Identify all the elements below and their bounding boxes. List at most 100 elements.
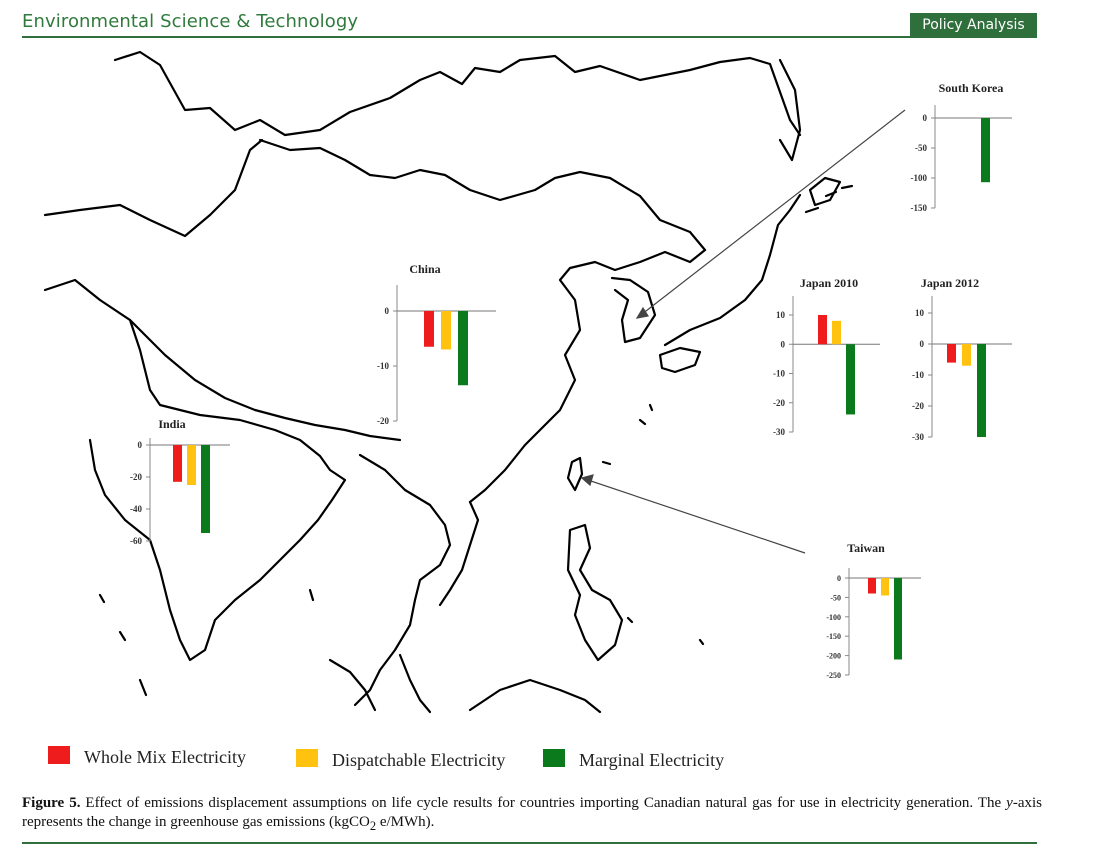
bar-india-dispatchable — [187, 445, 196, 485]
legend-label-dispatchable: Dispatchable Electricity — [332, 750, 505, 770]
map-korea — [610, 276, 657, 344]
map-japan-honshu — [663, 193, 802, 347]
tick-label-taiwan-4: -200 — [826, 652, 841, 661]
bar-japan-2012-whole — [947, 344, 956, 363]
figure-caption: Figure 5. Effect of emissions displaceme… — [22, 794, 1042, 836]
map-coastline-north — [113, 50, 802, 137]
arrow-south-korea — [636, 109, 906, 319]
map-vietnam — [438, 500, 480, 607]
asia-map — [43, 50, 854, 714]
tick-label-taiwan-2: -100 — [826, 613, 841, 622]
tick-label-japan-2012-2: -10 — [912, 370, 924, 380]
chart-japan-2010: Japan 2010 10 0 -10 -20 -30 — [773, 276, 880, 437]
caption-subscript: 2 — [369, 819, 377, 833]
legend-swatch-marginal — [543, 749, 565, 767]
map-philippines — [566, 523, 624, 662]
tick-label-india-1: -20 — [130, 472, 142, 482]
chart-title-china: China — [409, 262, 440, 276]
bar-japan-2012-marginal — [977, 344, 986, 437]
legend-swatch-dispatchable — [296, 749, 318, 767]
caption-text-3: e/MWh). — [376, 814, 435, 830]
chart-title-south-korea: South Korea — [939, 81, 1004, 95]
chart-title-japan-2012: Japan 2012 — [921, 276, 979, 290]
chart-title-japan-2010: Japan 2010 — [800, 276, 858, 290]
header-rule — [22, 36, 1037, 38]
tick-label-japan-2010-2: -10 — [773, 369, 785, 379]
tick-label-japan-2010-1: 0 — [781, 339, 786, 349]
bar-south-korea-marginal — [981, 118, 990, 183]
chart-title-taiwan: Taiwan — [847, 541, 885, 555]
bar-china-dispatchable — [441, 311, 451, 350]
arrowhead-taiwan — [580, 474, 594, 487]
tick-label-taiwan-3: -150 — [826, 632, 841, 641]
arrow-taiwan — [581, 477, 806, 554]
tick-label-south-korea-2: -100 — [911, 173, 928, 183]
bar-japan-2012-dispatchable — [962, 344, 971, 366]
tick-label-japan-2012-0: 10 — [915, 308, 925, 318]
tick-label-india-0: 0 — [138, 440, 143, 450]
tick-label-japan-2010-3: -20 — [773, 398, 785, 408]
map-border-himalaya — [128, 318, 402, 442]
legend-label-whole-mix: Whole Mix Electricity — [84, 747, 246, 767]
map-sumatra — [328, 658, 377, 712]
section-badge: Policy Analysis — [910, 13, 1037, 37]
bar-india-marginal — [201, 445, 210, 533]
map-india — [43, 278, 347, 662]
bar-china-marginal — [458, 311, 468, 386]
map-coast-china — [468, 248, 707, 504]
arrowhead-south-korea — [635, 306, 649, 319]
tick-label-japan-2010-0: 10 — [776, 310, 786, 320]
tick-label-south-korea-0: 0 — [923, 113, 928, 123]
map-kamchatka — [778, 58, 802, 162]
bar-japan-2010-whole — [818, 315, 827, 345]
footer-rule — [22, 842, 1037, 844]
map-malay — [398, 653, 432, 714]
tick-label-china-0: 0 — [385, 306, 390, 316]
map-indochina — [353, 453, 452, 707]
caption-italic: y — [1006, 795, 1013, 811]
journal-title: Environmental Science & Technology — [22, 11, 359, 32]
bar-china-whole — [424, 311, 434, 347]
tick-label-japan-2012-3: -20 — [912, 401, 924, 411]
chart-india: India 0 -20 -40 -60 — [130, 417, 230, 546]
legend: Whole Mix Electricity Dispatchable Elect… — [48, 746, 724, 770]
map-border-mongolia — [258, 138, 707, 252]
legend-swatch-whole-mix — [48, 746, 70, 764]
map-japan-islands — [804, 184, 854, 214]
chart-south-korea: South Korea 0 -50 -100 -150 — [911, 81, 1012, 213]
tick-label-south-korea-1: -50 — [915, 143, 927, 153]
map-borneo — [468, 678, 602, 714]
caption-text-1: Effect of emissions displacement assumpt… — [80, 795, 1007, 811]
map-islands — [98, 403, 705, 697]
bar-japan-2010-dispatchable — [832, 320, 841, 345]
tick-label-india-2: -40 — [130, 504, 142, 514]
tick-label-south-korea-3: -150 — [911, 203, 928, 213]
tick-label-china-2: -20 — [377, 416, 389, 426]
arrows — [580, 109, 906, 554]
chart-japan-2012: Japan 2012 10 0 -10 -20 -30 — [912, 276, 1012, 442]
chart-china: China 0 -10 -20 — [377, 262, 496, 426]
bar-taiwan-dispatchable — [881, 578, 889, 596]
map-japan-south — [658, 346, 702, 374]
map-taiwan — [566, 456, 584, 492]
tick-label-taiwan-0: 0 — [837, 574, 841, 583]
map-japan-hokkaido — [808, 176, 842, 207]
bar-taiwan-marginal — [894, 578, 902, 660]
tick-label-japan-2012-4: -30 — [912, 432, 924, 442]
tick-label-china-1: -10 — [377, 361, 389, 371]
bar-taiwan-whole — [868, 578, 876, 594]
chart-taiwan: Taiwan 0 -50 -100 -150 -200 -250 — [826, 541, 921, 680]
tick-label-japan-2010-4: -30 — [773, 427, 785, 437]
bar-japan-2010-marginal — [846, 344, 855, 415]
charts: China 0 -10 -20 India 0 -20 -40 -60 South Korea 0 -… — [130, 81, 1012, 680]
legend-label-marginal: Marginal Electricity — [579, 750, 724, 770]
tick-label-taiwan-1: -50 — [830, 593, 841, 602]
caption-label: Figure 5. — [22, 795, 81, 811]
tick-label-taiwan-5: -250 — [826, 671, 841, 680]
caption-text-2: -axis represents the change in greenhous… — [22, 795, 1043, 830]
chart-title-india: India — [158, 417, 185, 431]
tick-label-japan-2012-1: 0 — [920, 339, 925, 349]
map-border-kazakh — [43, 138, 264, 238]
tick-label-india-3: -60 — [130, 536, 142, 546]
